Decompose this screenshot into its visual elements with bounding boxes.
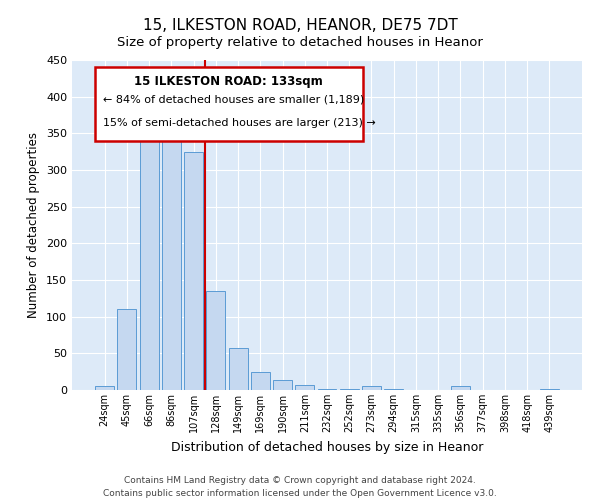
Bar [317, 388, 337, 390]
Text: ← 84% of detached houses are smaller (1,189): ← 84% of detached houses are smaller (1,… [103, 94, 364, 104]
Bar [273, 380, 292, 390]
Bar [251, 372, 270, 390]
Bar [95, 386, 114, 390]
Text: 15% of semi-detached houses are larger (213) →: 15% of semi-detached houses are larger (… [103, 118, 376, 128]
Bar [295, 385, 314, 390]
FancyBboxPatch shape [95, 66, 363, 141]
Bar [540, 388, 559, 390]
Bar [184, 152, 203, 390]
Text: 15, ILKESTON ROAD, HEANOR, DE75 7DT: 15, ILKESTON ROAD, HEANOR, DE75 7DT [143, 18, 457, 32]
Bar [229, 348, 248, 390]
Bar [162, 115, 181, 390]
Text: Contains HM Land Registry data © Crown copyright and database right 2024.
Contai: Contains HM Land Registry data © Crown c… [103, 476, 497, 498]
X-axis label: Distribution of detached houses by size in Heanor: Distribution of detached houses by size … [171, 440, 483, 454]
Bar [118, 310, 136, 390]
Bar [140, 134, 158, 390]
Bar [362, 386, 381, 390]
Bar [206, 291, 225, 390]
Bar [451, 386, 470, 390]
Y-axis label: Number of detached properties: Number of detached properties [28, 132, 40, 318]
Text: 15 ILKESTON ROAD: 133sqm: 15 ILKESTON ROAD: 133sqm [134, 75, 323, 88]
Text: Size of property relative to detached houses in Heanor: Size of property relative to detached ho… [117, 36, 483, 49]
